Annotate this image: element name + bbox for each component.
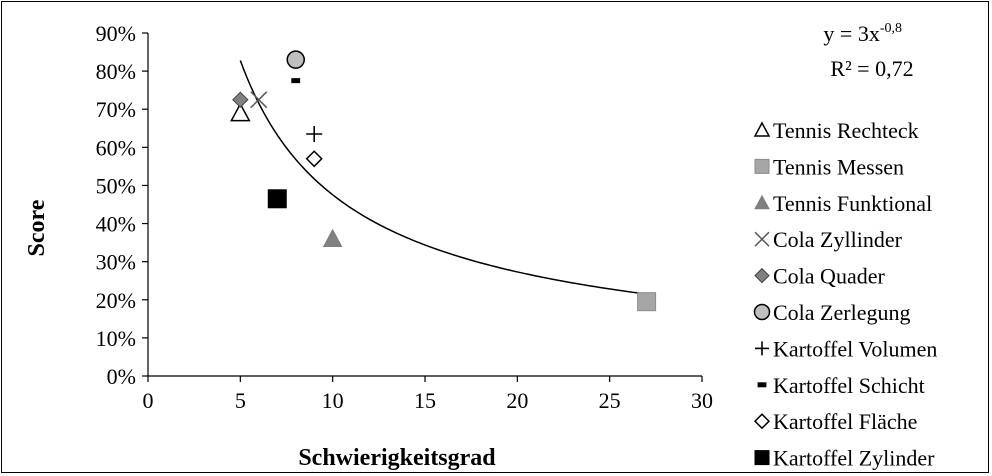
equation-exponent: -0,8 [880, 21, 902, 36]
y-tick-label: 50% [96, 173, 136, 198]
data-point [305, 150, 323, 168]
x-tick-label: 15 [414, 388, 436, 413]
legend: Tennis Rechteck Tennis Messen Tennis Funkt… [753, 118, 937, 471]
y-tick-label: 20% [96, 288, 136, 313]
x-axis-label: Schwierigkeitsgrad [298, 445, 496, 471]
y-tick-label: 10% [96, 326, 136, 351]
legend-item: Tennis Messen [754, 154, 904, 179]
data-point [232, 91, 249, 108]
y-tick-label: 80% [96, 59, 136, 84]
legend-marker [754, 194, 770, 210]
x-tick-label: 0 [143, 388, 154, 413]
y-axis-label: Score [24, 199, 50, 256]
legend-item: Kartoffel Volumen [755, 336, 937, 361]
data-point [250, 91, 268, 109]
legend-marker [753, 303, 771, 321]
r-squared-label: R² = 0,72 [830, 56, 913, 81]
y-tick-label: 0% [107, 364, 136, 389]
trendline-curve [239, 60, 647, 295]
x-tick-label: 25 [599, 388, 621, 413]
data-point [306, 125, 323, 142]
data-points [230, 50, 657, 312]
axes [142, 32, 703, 382]
y-tick-label: 30% [96, 250, 136, 275]
y-tick-label: 60% [96, 135, 136, 160]
legend-marker [754, 231, 770, 247]
legend-item: Tennis Rechteck [753, 118, 919, 143]
legend-item: Kartoffel Zylinder [754, 446, 935, 471]
data-point [637, 292, 657, 312]
legend-label: Kartoffel Fläche [773, 409, 917, 434]
y-tick-label: 70% [96, 97, 136, 122]
legend-item: Cola Zyllinder [754, 227, 903, 252]
y-tick-labels: 0% 10% 20% 30% 40% 50% 60% 70% 80% 90% [96, 21, 136, 389]
data-point [322, 228, 343, 247]
legend-item: Cola Zerlegung [753, 300, 910, 325]
x-tick-label: 10 [322, 388, 344, 413]
data-point [286, 50, 305, 69]
equation-label: y = 3x-0,8 [823, 21, 902, 46]
legend-label: Cola Zerlegung [773, 300, 910, 325]
data-point [291, 78, 301, 84]
legend-label: Cola Quader [773, 264, 885, 289]
x-tick-label: 20 [506, 388, 528, 413]
legend-marker [753, 413, 771, 430]
legend-label: Tennis Rechteck [773, 118, 919, 143]
legend-marker [755, 341, 769, 356]
x-tick-labels: 0 5 10 15 20 25 30 [143, 388, 714, 413]
legend-label: Tennis Funktional [773, 191, 932, 216]
legend-item: Cola Quader [754, 264, 885, 289]
legend-marker [754, 158, 770, 174]
y-tick-label: 90% [96, 21, 136, 46]
legend-marker [753, 121, 771, 137]
legend-label: Tennis Messen [773, 154, 904, 179]
data-point [267, 189, 287, 209]
legend-label: Cola Zyllinder [773, 227, 903, 252]
legend-marker [754, 267, 770, 284]
legend-label: Kartoffel Volumen [773, 336, 937, 361]
legend-item: Kartoffel Schicht [757, 373, 925, 398]
x-tick-label: 5 [235, 388, 246, 413]
legend-item: Tennis Funktional [754, 191, 932, 216]
y-tick-label: 40% [96, 212, 136, 237]
legend-label: Kartoffel Schicht [773, 373, 925, 398]
legend-marker [754, 450, 770, 466]
legend-marker [757, 382, 767, 388]
data-point [230, 102, 251, 122]
legend-label: Kartoffel Zylinder [773, 446, 935, 471]
legend-item: Kartoffel Fläche [753, 409, 917, 434]
x-tick-label: 30 [691, 388, 713, 413]
trendline [239, 60, 647, 295]
